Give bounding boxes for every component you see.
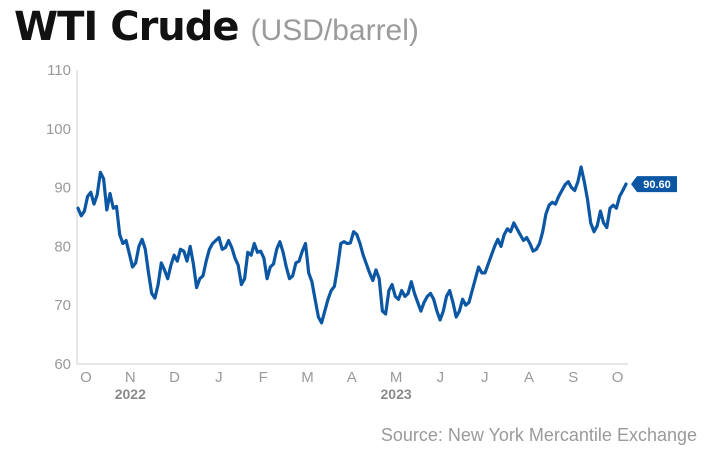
x-tick-label: A xyxy=(524,369,534,386)
chart-title: WTI Crude xyxy=(14,4,240,50)
x-tick-label: N xyxy=(125,369,136,386)
y-axis-ticks: 60 70 80 90 100 110 xyxy=(46,62,71,373)
y-tick-label: 80 xyxy=(54,238,71,255)
x-tick-label: M xyxy=(301,369,314,386)
y-tick-label: 100 xyxy=(46,121,71,138)
end-value-label: 90.60 xyxy=(643,179,671,191)
title-row: WTI Crude (USD/barrel) xyxy=(14,4,419,50)
source-note: Source: New York Mercantile Exchange xyxy=(380,425,697,445)
x-tick-label: F xyxy=(259,369,268,386)
y-tick-label: 90 xyxy=(54,180,71,197)
end-value-badge: 90.60 xyxy=(631,176,677,193)
x-tick-label: S xyxy=(568,369,578,386)
year-label: 2022 xyxy=(115,386,146,402)
x-tick-label: D xyxy=(169,369,180,386)
year-labels: 2022 2023 xyxy=(115,386,412,402)
x-tick-label: M xyxy=(390,369,403,386)
y-tick-label: 60 xyxy=(54,356,71,373)
end-value-badge-shape xyxy=(631,176,677,193)
y-tick-label: 70 xyxy=(54,297,71,314)
series-line xyxy=(76,165,628,325)
year-label: 2023 xyxy=(381,386,412,402)
y-tick-label: 110 xyxy=(47,62,71,79)
x-tick-label: O xyxy=(612,369,624,386)
x-tick-label: J xyxy=(215,369,223,386)
x-tick-label: J xyxy=(481,369,489,386)
x-tick-label: O xyxy=(80,369,92,386)
chart-subtitle: (USD/barrel) xyxy=(250,14,419,47)
x-tick-label: A xyxy=(347,369,357,386)
x-tick-label: J xyxy=(437,369,445,386)
